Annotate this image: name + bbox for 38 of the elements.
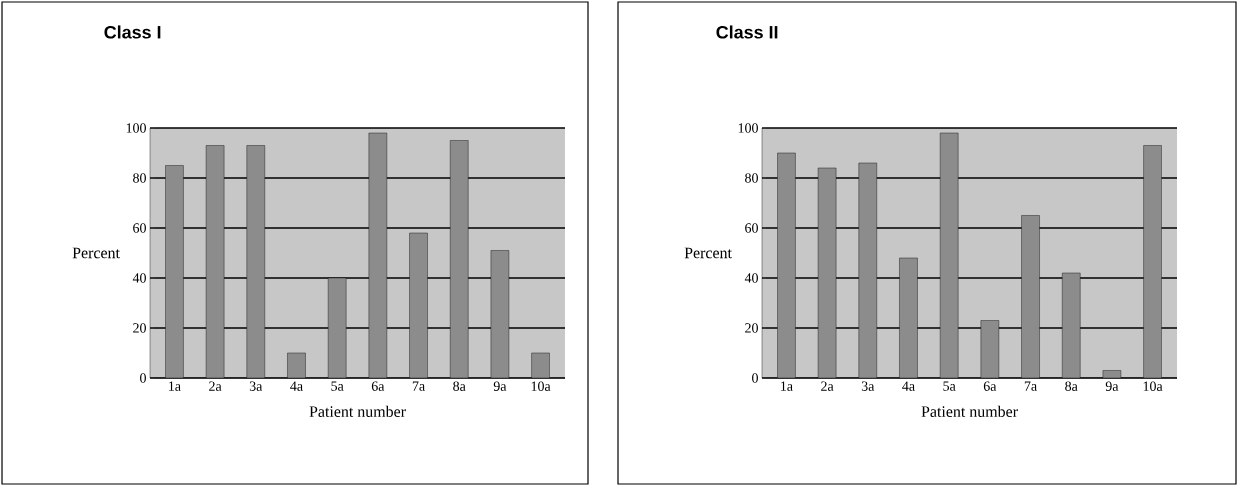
y-axis-title: Percent: [684, 247, 732, 259]
x-tick-label: 1a: [169, 381, 181, 391]
x-tick-label: 8a: [1065, 381, 1078, 391]
y-tick-label: 60: [745, 223, 758, 233]
y-tick-label: 20: [745, 323, 758, 333]
x-tick-label: 9a: [1105, 381, 1119, 391]
x-tick-label: 6a: [983, 381, 997, 391]
y-tick-label: 60: [133, 223, 146, 233]
x-tick-label: 4a: [902, 381, 915, 391]
x-axis-title: Patient number: [309, 405, 406, 417]
y-tick-label: 80: [133, 173, 146, 183]
y-tick-label: 40: [132, 273, 146, 283]
chart-title: Class II: [716, 25, 778, 39]
y-axis-title: Percent: [72, 247, 120, 259]
y-tick-label: 100: [738, 123, 758, 133]
x-tick-label: 3a: [249, 381, 263, 391]
x-tick-label: 9a: [493, 381, 507, 391]
y-tick-label: 40: [744, 273, 758, 283]
y-tick-label: 20: [133, 323, 146, 333]
x-tick-label: 1a: [781, 381, 793, 391]
y-tick-label: 0: [140, 373, 146, 383]
x-axis-title: Patient number: [921, 405, 1018, 417]
y-tick-label: 0: [752, 373, 758, 383]
y-tick-label: 80: [745, 173, 758, 183]
x-tick-label: 2a: [821, 381, 834, 391]
x-tick-label: 6a: [371, 381, 385, 391]
x-tick-label: 2a: [209, 381, 222, 391]
x-tick-label: 10a: [531, 381, 551, 391]
x-tick-label: 4a: [290, 381, 303, 391]
x-tick-label: 8a: [453, 381, 466, 391]
y-tick-label: 100: [126, 123, 146, 133]
x-tick-label: 7a: [412, 381, 425, 391]
x-tick-label: 10a: [1143, 381, 1163, 391]
x-tick-label: 7a: [1024, 381, 1037, 391]
chart-title: Class I: [104, 25, 161, 39]
x-tick-label: 5a: [331, 381, 344, 391]
x-tick-label: 5a: [943, 381, 956, 391]
x-tick-label: 3a: [861, 381, 875, 391]
